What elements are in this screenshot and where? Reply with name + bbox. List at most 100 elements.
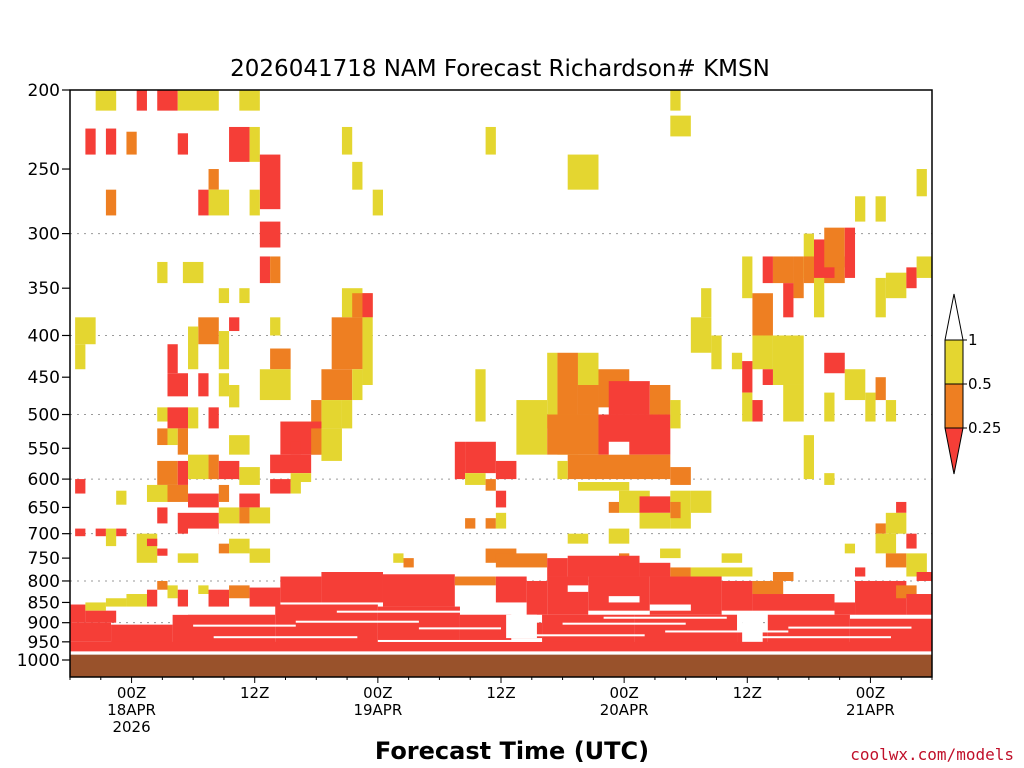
y-tick-label-300: 300 xyxy=(28,225,60,245)
ri-cell-56 xyxy=(321,428,342,461)
ri-cell-142 xyxy=(783,283,794,318)
ri-cell-220 xyxy=(752,594,835,611)
ri-cell-74 xyxy=(146,484,168,502)
ri-cell-60 xyxy=(157,407,168,422)
x-tick-label-42-0: 12Z xyxy=(486,684,515,702)
ri-cell-208 xyxy=(249,587,281,607)
ri-cell-224 xyxy=(906,594,932,615)
y-tick-label-550: 550 xyxy=(28,439,60,459)
ri-cell-16 xyxy=(249,189,260,216)
ri-cell-101 xyxy=(547,352,558,429)
ri-cell-155 xyxy=(906,267,917,289)
ri-cell-206 xyxy=(208,589,230,607)
ri-cell-137 xyxy=(701,288,712,318)
ri-cell-118 xyxy=(557,460,568,480)
ri-cell-238 xyxy=(506,614,537,639)
legend-bin-orange xyxy=(944,383,964,429)
legend-above-arrow xyxy=(944,293,964,341)
ri-cell-173 xyxy=(896,501,907,513)
ri-cell-210 xyxy=(321,572,383,603)
ri-cell-52 xyxy=(341,400,353,429)
ri-cell-169 xyxy=(885,400,897,422)
ri-cell-181 xyxy=(855,567,866,577)
ri-cell-62 xyxy=(188,407,199,429)
ri-cell-40 xyxy=(167,373,189,397)
ri-cell-2 xyxy=(157,90,178,111)
ri-cell-111 xyxy=(670,400,681,429)
ri-cell-67 xyxy=(229,435,250,455)
ri-cell-194 xyxy=(690,567,753,577)
ri-cell-154 xyxy=(885,272,907,299)
ri-cell-106 xyxy=(547,414,599,455)
ri-cell-200 xyxy=(126,594,147,607)
ri-cell-95 xyxy=(218,543,230,554)
ri-cell-122 xyxy=(485,518,496,529)
x-tick-label-54-0: 00Z xyxy=(609,684,638,702)
ri-cell-156 xyxy=(916,256,932,278)
ri-cell-219 xyxy=(752,580,784,595)
ri-cell-99 xyxy=(475,369,486,422)
ri-cell-225 xyxy=(70,622,112,642)
ri-cell-28 xyxy=(218,288,230,304)
ri-cell-59 xyxy=(290,441,301,455)
ri-cell-172 xyxy=(824,473,835,485)
ri-cell-41 xyxy=(198,373,209,397)
ri-cell-83 xyxy=(218,507,240,524)
ri-cell-105 xyxy=(577,384,599,415)
ri-cell-88 xyxy=(95,528,106,537)
ri-cell-240 xyxy=(608,596,640,603)
ri-cell-158 xyxy=(752,335,773,370)
ri-cell-3 xyxy=(177,90,219,111)
y-tick-label-850: 850 xyxy=(28,593,60,613)
ri-cell-152 xyxy=(916,169,927,197)
ri-cell-27 xyxy=(270,256,281,284)
ri-cell-129 xyxy=(670,501,681,519)
ri-cell-86 xyxy=(75,479,86,494)
ri-cell-6 xyxy=(105,128,117,155)
ri-cell-237 xyxy=(70,641,932,653)
ri-cell-174 xyxy=(885,512,907,534)
ri-cell-159 xyxy=(772,335,804,385)
ri-cell-149 xyxy=(813,277,825,318)
ri-cell-21 xyxy=(485,126,496,155)
ri-cell-178 xyxy=(885,553,907,568)
ri-cell-124 xyxy=(577,482,630,491)
ri-cell-53 xyxy=(311,400,322,429)
ri-cell-87 xyxy=(75,528,86,537)
legend-bin-yellow xyxy=(944,339,964,385)
ri-cell-33 xyxy=(188,326,199,370)
ri-cell-170 xyxy=(824,392,835,422)
ri-cell-139 xyxy=(752,293,773,336)
ri-cell-205 xyxy=(198,585,209,595)
ri-cell-191 xyxy=(567,555,640,577)
ri-cell-243 xyxy=(649,604,691,611)
ri-cell-196 xyxy=(70,604,86,623)
bl-streak-0 xyxy=(193,624,296,627)
ri-cell-73 xyxy=(239,467,260,485)
ri-cell-151 xyxy=(875,196,886,222)
y-tick-label-200: 200 xyxy=(28,81,60,101)
ri-cell-110 xyxy=(649,384,671,415)
ri-cell-20 xyxy=(372,189,383,216)
ri-cell-134 xyxy=(670,90,681,111)
ri-cell-10 xyxy=(249,126,260,162)
ri-cell-96 xyxy=(229,538,250,554)
ri-cell-227 xyxy=(172,614,276,646)
ri-cell-71 xyxy=(208,454,219,480)
ri-cell-42 xyxy=(218,373,230,397)
ri-cell-82 xyxy=(177,512,219,534)
ri-cell-18 xyxy=(341,126,353,155)
y-tick-label-700: 700 xyxy=(28,525,60,545)
ri-cell-92 xyxy=(136,533,158,563)
ri-cell-46 xyxy=(362,293,373,318)
ri-cell-207 xyxy=(229,585,250,599)
legend-label-1: 0.5 xyxy=(968,375,992,393)
x-tick-label-54-1: 20APR xyxy=(600,701,649,719)
ri-cell-72 xyxy=(218,460,240,480)
ri-cell-36 xyxy=(270,317,281,336)
ri-cell-11 xyxy=(259,154,281,210)
ri-cell-165 xyxy=(783,384,804,422)
ri-cell-94 xyxy=(177,553,199,563)
ri-cell-7 xyxy=(126,131,137,155)
ri-cell-214 xyxy=(526,580,548,615)
